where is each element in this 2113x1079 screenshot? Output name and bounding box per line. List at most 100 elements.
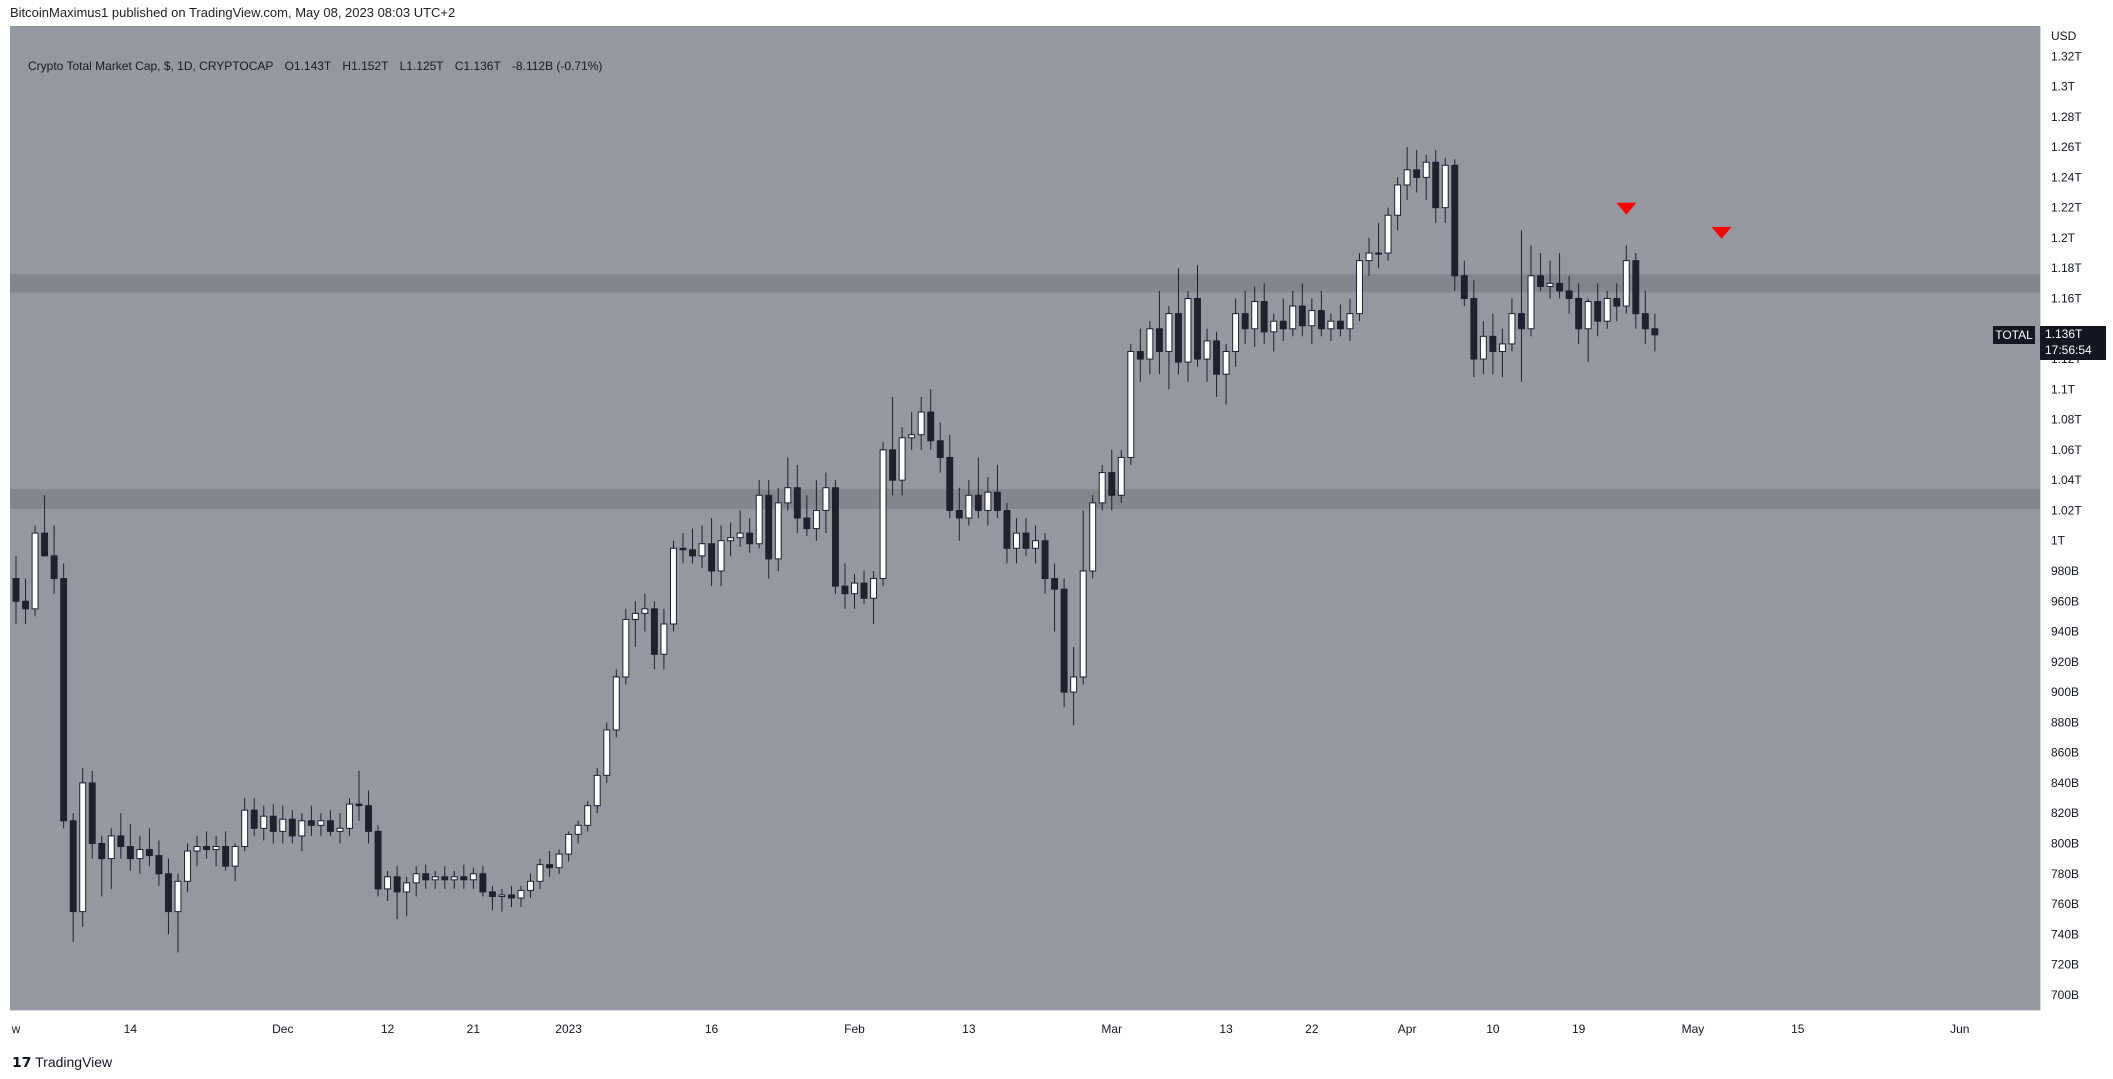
candle bbox=[1051, 563, 1059, 632]
candle bbox=[1003, 502, 1011, 564]
candle-body bbox=[927, 411, 935, 442]
candle-body bbox=[984, 491, 992, 511]
candle-body bbox=[1022, 532, 1030, 549]
price-badge: 1.136T 17:56:54 bbox=[2040, 325, 2106, 360]
candle bbox=[469, 867, 477, 889]
candle-body bbox=[98, 842, 106, 860]
candle bbox=[927, 389, 935, 450]
candle-body bbox=[1308, 310, 1316, 327]
candle-body bbox=[422, 873, 430, 881]
candle-body bbox=[851, 582, 858, 595]
candle-body bbox=[479, 873, 487, 893]
candle bbox=[1336, 304, 1344, 337]
candle bbox=[1470, 280, 1478, 378]
horizontal-zone bbox=[10, 489, 2040, 509]
candle bbox=[317, 813, 325, 836]
price-tick-label: 1.26T bbox=[2051, 140, 2082, 154]
candle-body bbox=[136, 849, 144, 860]
price-tick-label: 980B bbox=[2051, 564, 2079, 578]
candle bbox=[917, 396, 925, 450]
candle-body bbox=[669, 547, 677, 625]
low-value: 1.125T bbox=[406, 59, 444, 73]
candle bbox=[1270, 313, 1278, 352]
candle-body bbox=[1098, 472, 1106, 504]
candle-body bbox=[774, 502, 782, 560]
candle bbox=[1356, 253, 1363, 322]
close-value: 1.136T bbox=[463, 59, 501, 73]
candle bbox=[603, 722, 611, 783]
candle-body bbox=[1508, 313, 1516, 345]
high-label: H bbox=[342, 59, 352, 73]
time-tick-label: 10 bbox=[1486, 1022, 1500, 1036]
time-tick-label: 2023 bbox=[555, 1022, 582, 1036]
candle bbox=[1022, 518, 1030, 556]
candle bbox=[212, 835, 220, 867]
candle bbox=[955, 487, 963, 541]
candle bbox=[1098, 465, 1106, 511]
candle bbox=[593, 767, 601, 814]
candle bbox=[1060, 578, 1068, 708]
candle bbox=[1041, 533, 1049, 594]
candlestick-chart[interactable] bbox=[10, 26, 2040, 1010]
candle bbox=[193, 835, 201, 867]
candle-body bbox=[793, 487, 801, 519]
price-axis[interactable]: USD 700B 720B 740B 760B 780B 800B 820B 840B 860B… bbox=[2040, 26, 2113, 1010]
candle-body bbox=[698, 543, 706, 557]
candle bbox=[1498, 328, 1506, 378]
price-tick-label: 1.06T bbox=[2051, 443, 2082, 457]
candle-body bbox=[1422, 161, 1430, 178]
candle bbox=[574, 820, 582, 844]
candle bbox=[222, 831, 230, 871]
candle-body bbox=[974, 494, 982, 511]
candle bbox=[669, 540, 677, 632]
candle-body bbox=[1060, 588, 1068, 693]
candle bbox=[679, 533, 687, 564]
candle bbox=[936, 422, 944, 473]
price-tick-label: 720B bbox=[2051, 958, 2079, 972]
candle bbox=[1422, 154, 1430, 201]
candle-body bbox=[593, 774, 601, 807]
ticker-badge: TOTAL bbox=[1993, 325, 2035, 344]
footer: 𝟭𝟳 TradingView bbox=[0, 1046, 2113, 1079]
candle bbox=[307, 805, 315, 836]
candle-body bbox=[727, 537, 735, 542]
candle-body bbox=[1222, 350, 1230, 375]
candle-body bbox=[1489, 335, 1497, 352]
candle-body bbox=[1460, 275, 1468, 299]
candle-body bbox=[689, 549, 696, 557]
candle bbox=[1222, 343, 1230, 405]
candle bbox=[1603, 290, 1611, 329]
candle bbox=[1032, 525, 1039, 564]
candle bbox=[622, 608, 630, 685]
candle bbox=[689, 528, 696, 564]
candle-body bbox=[917, 411, 925, 436]
price-tick-label: 700B bbox=[2051, 988, 2079, 1002]
time-axis[interactable]: w 14 Dec 12 21 2023 16 Feb 13 Mar 13 22 Apr 10 19 May 15… bbox=[10, 1010, 2040, 1047]
price-tick-label: 820B bbox=[2051, 806, 2079, 820]
candle bbox=[1479, 321, 1487, 375]
candle bbox=[136, 835, 144, 874]
candle bbox=[860, 570, 868, 605]
candle-body bbox=[1451, 164, 1459, 277]
candle bbox=[879, 442, 887, 587]
candle bbox=[508, 885, 515, 908]
candle bbox=[98, 835, 106, 897]
candle bbox=[288, 810, 296, 844]
candle bbox=[155, 840, 163, 886]
candle bbox=[736, 510, 744, 547]
candle-body bbox=[1279, 320, 1287, 330]
candle-body bbox=[60, 578, 68, 822]
candle bbox=[584, 801, 592, 832]
candle bbox=[984, 477, 992, 526]
candle-body bbox=[555, 853, 563, 869]
candle-body bbox=[870, 578, 878, 599]
symbol-name: Crypto Total Market Cap, $, 1D, CRYPTOCA… bbox=[28, 59, 274, 73]
candle bbox=[1441, 157, 1449, 223]
candle bbox=[107, 828, 115, 889]
candle-body bbox=[1641, 313, 1649, 330]
chart-area[interactable]: Crypto Total Market Cap, $, 1D, CRYPTOCA… bbox=[10, 26, 2040, 1010]
time-tick-label: 19 bbox=[1572, 1022, 1586, 1036]
candle bbox=[250, 798, 258, 836]
candle bbox=[355, 770, 363, 821]
candle bbox=[946, 434, 954, 518]
